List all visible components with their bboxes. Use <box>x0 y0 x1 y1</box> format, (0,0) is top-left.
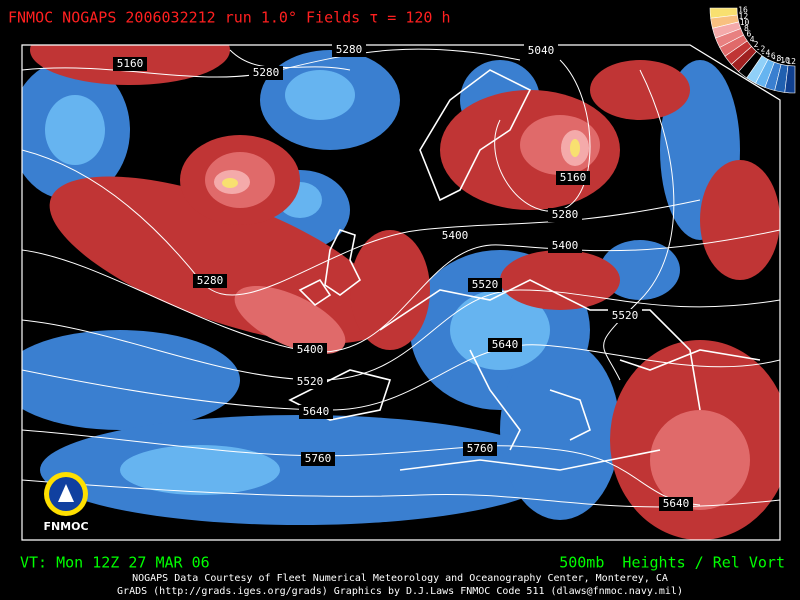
contour-label-box <box>548 208 582 222</box>
logo-text: FNMOC <box>43 520 88 533</box>
colorbar-label: 2 <box>754 40 759 49</box>
contour-label-box <box>659 497 693 511</box>
contour-label: 5520 <box>612 309 639 322</box>
contour-label: 5640 <box>303 405 330 418</box>
colorbar-label: 4 <box>750 35 755 44</box>
contour-labels: 5160 5280 5280 5040 5160 5280 5400 5400 5280 5520… <box>113 43 693 511</box>
map-frame <box>21 44 781 541</box>
logo-mark <box>58 484 74 502</box>
contour-label: 5160 <box>560 171 587 184</box>
contour-label-box <box>193 274 227 288</box>
contour-label: 5640 <box>492 338 519 351</box>
contour-label-box <box>332 43 366 57</box>
contour-label-box <box>488 338 522 352</box>
map-title: FNMOC NOGAPS 2006032212 run 1.0° Fields … <box>8 9 451 27</box>
colorbar-label: -12 <box>782 57 797 66</box>
contour-label: 5640 <box>663 497 690 510</box>
colorbar-label: 10 <box>740 18 750 27</box>
contour-label: 5280 <box>197 274 224 287</box>
contour-label: 5760 <box>467 442 494 455</box>
colorbar-label: 12 <box>739 12 749 21</box>
colorbar-label: -2 <box>756 44 766 53</box>
colorbar-label: -8 <box>772 54 782 63</box>
contour-label-box <box>293 343 327 357</box>
contour-label: 5520 <box>297 375 324 388</box>
logo: FNMOC <box>43 472 89 533</box>
colorbar-label: -4 <box>761 48 771 57</box>
contour-label-box <box>249 66 283 80</box>
contour-label-box <box>438 229 472 243</box>
vorticity-blob <box>222 139 580 188</box>
contour-label-box <box>463 442 497 456</box>
contour-label-box <box>548 239 582 253</box>
field-name: 500mb Heights / Rel Vort <box>559 554 785 572</box>
contour-label-box <box>301 452 335 466</box>
valid-time: VT: Mon 12Z 27 MAR 06 <box>20 554 210 572</box>
vorticity-blob <box>45 70 550 495</box>
contour-label-box <box>293 375 327 389</box>
contour-label: 5520 <box>472 278 499 291</box>
credit: GrADS (http://grads.iges.org/grads) Grap… <box>117 586 683 597</box>
contour-label: 5400 <box>552 239 579 252</box>
colorbar-label: 6 <box>747 30 752 39</box>
contour-label: 5400 <box>297 343 324 356</box>
colorbar-label: -10 <box>775 56 790 65</box>
contour-label: 5400 <box>442 229 469 242</box>
vorticity-blob <box>22 50 740 525</box>
colorbar-wedge <box>784 65 796 94</box>
contour-label-box <box>608 309 642 323</box>
colorbar-label: 16 <box>738 6 748 15</box>
map-field <box>22 45 780 540</box>
contour-label: 5160 <box>117 57 144 70</box>
contour-label-box <box>299 405 333 419</box>
contour-label: 5280 <box>336 43 363 56</box>
credit: NOGAPS Data Courtesy of Fleet Numerical … <box>132 573 668 584</box>
contour-label: 5280 <box>552 208 579 221</box>
contour-label-box <box>556 171 590 185</box>
contour-line <box>22 48 780 508</box>
contour-label-box <box>113 57 147 71</box>
contour-label-box <box>524 44 558 58</box>
colorbar-label: 8 <box>744 24 749 33</box>
colorbar-label: -6 <box>766 52 776 61</box>
contour-label: 5760 <box>305 452 332 465</box>
contour-label-box <box>468 278 502 292</box>
contour-label: 5280 <box>253 66 280 79</box>
contour-label: 5040 <box>528 44 555 57</box>
